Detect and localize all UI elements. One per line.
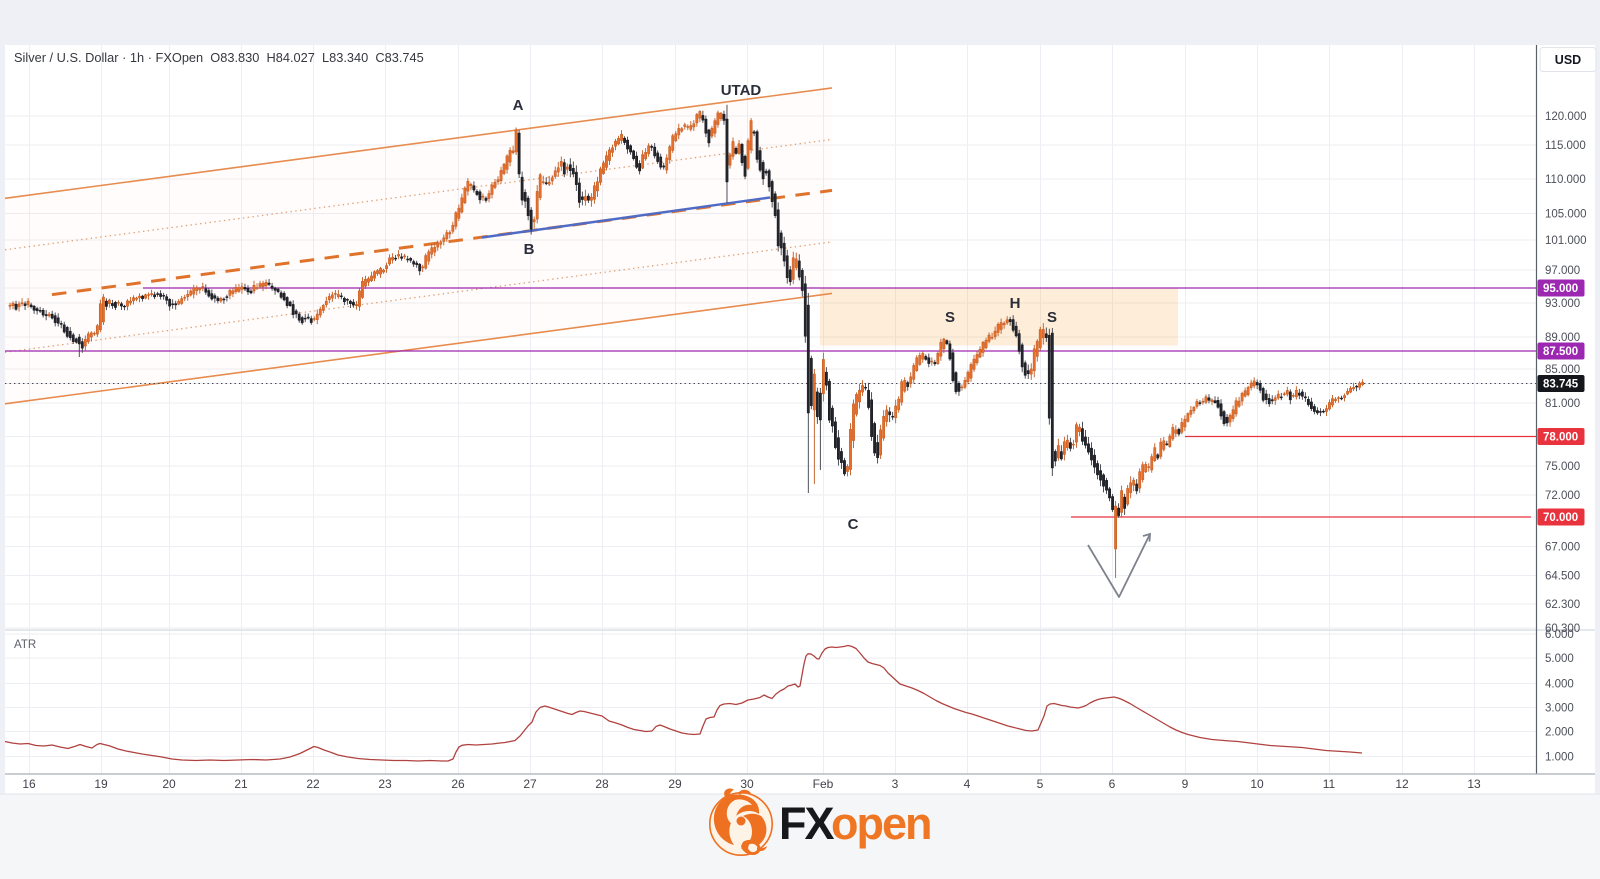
svg-text:87.500: 87.500: [1543, 346, 1578, 358]
svg-text:3.000: 3.000: [1545, 703, 1574, 715]
svg-text:Feb: Feb: [813, 777, 834, 791]
svg-text:30: 30: [740, 777, 754, 791]
svg-text:9: 9: [1182, 777, 1189, 791]
svg-text:81.000: 81.000: [1545, 398, 1580, 410]
svg-text:20: 20: [162, 777, 176, 791]
svg-text:70.000: 70.000: [1543, 512, 1578, 524]
svg-text:27: 27: [523, 777, 537, 791]
svg-text:28: 28: [595, 777, 609, 791]
svg-text:ATR: ATR: [14, 639, 36, 651]
svg-text:C: C: [848, 516, 859, 533]
svg-text:5.000: 5.000: [1545, 653, 1574, 665]
svg-text:A: A: [513, 97, 524, 114]
svg-text:23: 23: [378, 777, 392, 791]
svg-text:85.000: 85.000: [1545, 364, 1580, 376]
svg-text:101.000: 101.000: [1545, 235, 1587, 247]
svg-text:22: 22: [306, 777, 320, 791]
svg-text:19: 19: [94, 777, 108, 791]
svg-text:open: open: [831, 798, 931, 849]
svg-text:16: 16: [22, 777, 36, 791]
svg-text:60.300: 60.300: [1545, 623, 1580, 635]
svg-text:110.000: 110.000: [1545, 174, 1586, 186]
svg-text:75.000: 75.000: [1545, 461, 1580, 473]
svg-text:Silver / U.S. Dollar · 1h · FX: Silver / U.S. Dollar · 1h · FXOpen O83.8…: [14, 50, 424, 65]
svg-text:4: 4: [964, 777, 971, 791]
svg-text:5: 5: [1037, 777, 1044, 791]
svg-text:10: 10: [1250, 777, 1264, 791]
svg-text:78.000: 78.000: [1543, 432, 1578, 444]
svg-text:FX: FX: [779, 798, 834, 849]
svg-text:3: 3: [892, 777, 899, 791]
svg-text:21: 21: [234, 777, 248, 791]
svg-text:29: 29: [668, 777, 682, 791]
svg-text:89.000: 89.000: [1545, 332, 1580, 344]
svg-text:26: 26: [451, 777, 465, 791]
svg-text:4.000: 4.000: [1545, 679, 1574, 691]
svg-text:B: B: [524, 241, 535, 258]
svg-text:64.500: 64.500: [1545, 571, 1580, 583]
svg-text:S: S: [1047, 309, 1057, 326]
svg-text:11: 11: [1323, 777, 1336, 791]
svg-text:USD: USD: [1555, 53, 1581, 67]
svg-text:6: 6: [1109, 777, 1116, 791]
svg-text:62.300: 62.300: [1545, 599, 1580, 611]
svg-text:6.000: 6.000: [1545, 629, 1574, 641]
svg-text:2.000: 2.000: [1545, 727, 1574, 739]
svg-text:115.000: 115.000: [1545, 140, 1586, 152]
svg-text:93.000: 93.000: [1545, 298, 1580, 310]
svg-text:1.000: 1.000: [1545, 752, 1574, 764]
svg-text:67.000: 67.000: [1545, 542, 1580, 554]
svg-text:S: S: [945, 309, 955, 326]
svg-text:105.000: 105.000: [1545, 209, 1587, 221]
svg-text:UTAD: UTAD: [721, 82, 762, 99]
svg-text:72.000: 72.000: [1545, 490, 1580, 502]
svg-text:95.000: 95.000: [1543, 283, 1578, 295]
svg-text:13: 13: [1467, 777, 1481, 791]
svg-text:H: H: [1010, 295, 1021, 312]
svg-text:120.000: 120.000: [1545, 111, 1587, 123]
svg-text:83.745: 83.745: [1543, 379, 1579, 391]
svg-text:97.000: 97.000: [1545, 265, 1580, 277]
svg-text:12: 12: [1395, 777, 1409, 791]
